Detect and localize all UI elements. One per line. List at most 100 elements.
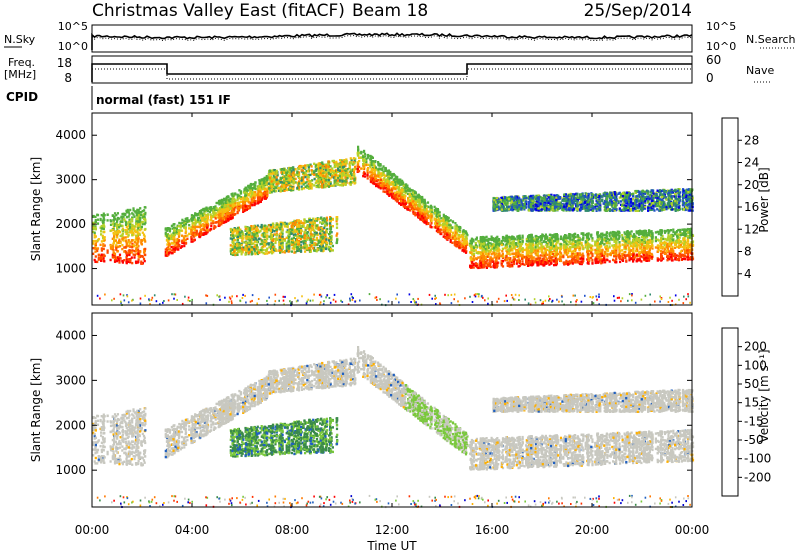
power-cell [114,212,116,214]
power-cell [417,213,419,215]
power-cell [131,234,133,236]
power-cell [264,225,266,227]
power-cell [259,193,261,195]
power-cell [297,220,299,222]
power-cell [322,241,324,243]
power-cell [309,180,311,182]
power-cell [291,238,293,240]
power-cell [455,232,457,234]
power-cell [104,255,106,257]
power-cell [296,228,298,230]
power-cell [281,228,283,230]
power-cell [414,212,416,214]
power-cell [135,261,137,263]
power-cell [451,242,453,244]
power-cell [240,201,242,203]
power-cell [95,240,97,242]
power-cell [328,248,330,250]
power-cell [221,220,223,222]
power-cell [206,209,208,211]
power-cell [248,237,250,239]
power-cell [296,250,298,252]
power-cell [141,226,143,228]
power-cell [288,245,290,247]
power-cell [239,245,241,247]
power-cell [203,209,205,211]
nave-tick-top: 60 [706,53,721,67]
power-cell [229,217,231,219]
power-cell [382,165,384,167]
noise-right-tick-top: 10^5 [706,20,736,33]
power-cell [227,205,229,207]
power-cell [94,248,96,250]
power-cell [128,245,130,247]
power-cell [100,244,102,246]
power-cell [285,185,287,187]
power-cell [289,187,291,189]
power-cell [309,174,311,176]
power-cell [289,168,291,170]
power-cell [367,157,369,159]
power-cell [375,175,377,177]
power-cell [268,246,270,248]
power-cell [98,254,100,256]
power-cell [339,179,341,181]
power-cell [325,238,327,240]
power-cell [263,186,265,188]
power-cell [417,199,419,201]
power-scatter-cells [92,146,694,306]
power-cell [242,197,244,199]
power-cell [381,182,383,184]
power-cell [320,217,322,219]
power-cell [233,250,235,252]
power-cell [254,202,256,204]
power-cell [103,231,105,233]
freq-unit-label: [MHz] [4,68,36,81]
power-cell [120,216,122,218]
power-cell [144,206,146,208]
power-cell [138,255,140,257]
power-cell [134,210,136,212]
power-cell [195,226,197,228]
power-cell [337,169,339,171]
power-cell [303,176,305,178]
power-cell [258,231,260,233]
power-cell [190,236,192,238]
power-cell [444,216,446,218]
power-cell [353,179,355,181]
power-cell [125,221,127,223]
power-cell [95,221,97,223]
power-cell [266,228,268,230]
power-cell [133,216,135,218]
power-cell [431,226,433,228]
power-cell [248,248,250,250]
power-cell [143,234,145,236]
power-cell [200,234,202,236]
power-cell [294,230,296,232]
power-cell [286,246,288,248]
power-cell [335,183,337,185]
power-cell [288,172,290,174]
power-cell [112,229,114,231]
power-cell [249,187,251,189]
power-cell [418,194,420,196]
power-cell [341,177,343,179]
power-cell [450,236,452,238]
power-cell [296,172,298,174]
power-cell [353,157,355,159]
power-cell [264,245,266,247]
power-cell [239,247,241,249]
power-cell [249,228,251,230]
power-cell [248,242,250,244]
power-cell [259,183,261,185]
power-cell [121,238,123,240]
power-cell [276,179,278,181]
power-cell [320,181,322,183]
power-cell [131,220,133,222]
power-cell [266,236,268,238]
power-cell [245,194,247,196]
power-cell [114,256,116,258]
power-cell [144,260,146,262]
power-cell [242,209,244,211]
power-cell [173,251,175,253]
